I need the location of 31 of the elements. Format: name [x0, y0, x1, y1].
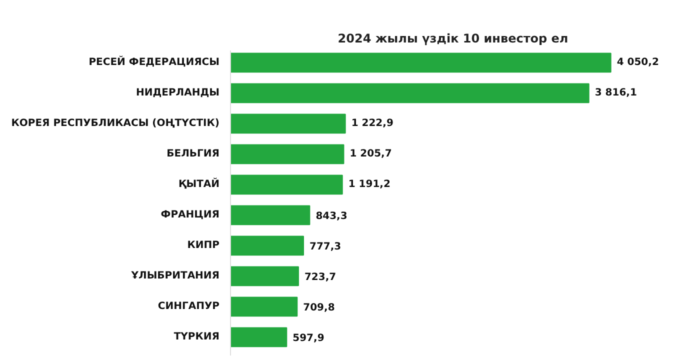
data-label: 709,8: [303, 302, 335, 314]
data-label: 843,3: [316, 211, 348, 222]
y-tick-label: НИДЕРЛАНДЫ: [136, 88, 220, 99]
y-tick-label: ҰЛЫБРИТАНИЯ: [130, 270, 220, 282]
y-tick-label: ТҮРКИЯ: [174, 332, 220, 343]
bar: [230, 144, 344, 164]
bar: [230, 174, 343, 195]
y-tick-label: ФРАНЦИЯ: [160, 210, 220, 221]
data-label: 777,3: [309, 242, 342, 253]
bar: [230, 296, 298, 317]
y-tick-label: РЕСЕЙ ФЕДЕРАЦИЯСЫ: [88, 55, 220, 68]
data-label: 1 191,2: [348, 179, 390, 190]
y-tick-label: СИНГАПУР: [158, 301, 220, 312]
y-tick-label: КИПР: [187, 240, 220, 252]
data-label: 723,7: [304, 272, 336, 284]
bar: [230, 205, 310, 226]
bar: [230, 114, 346, 134]
data-label: 3 816,1: [594, 88, 637, 99]
data-label: 1 205,7: [350, 148, 392, 160]
chart-title: 2024 жылы үздік 10 инвестор ел: [338, 32, 568, 46]
bar: [230, 266, 299, 286]
y-tick-label: БЕЛЬГИЯ: [166, 148, 220, 160]
y-tick-label: ҚЫТАЙ: [178, 177, 220, 190]
data-label: 4 050,2: [616, 57, 659, 68]
bar: [230, 83, 590, 104]
data-label: 597,9: [292, 333, 324, 344]
bar: [230, 52, 612, 73]
y-tick-label: КОРЕЯ РЕСПУБЛИКАСЫ (ОҢТҮСТІК): [11, 118, 220, 130]
data-label: 1 222,9: [351, 118, 394, 130]
bar: [230, 236, 304, 256]
bar: [230, 327, 288, 348]
